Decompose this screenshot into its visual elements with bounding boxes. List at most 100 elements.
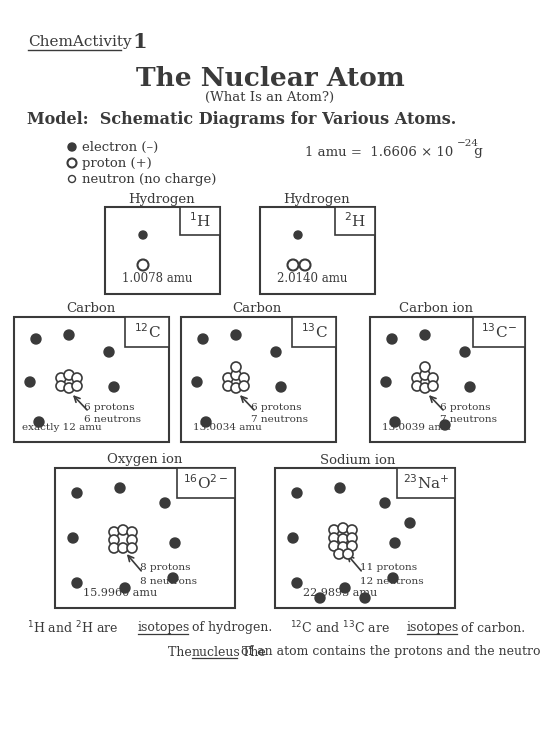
Circle shape — [388, 573, 398, 583]
Text: nucleus: nucleus — [192, 645, 241, 659]
Circle shape — [64, 370, 74, 380]
Text: 15.9960 amu: 15.9960 amu — [83, 588, 157, 598]
Text: 1: 1 — [132, 32, 147, 52]
Circle shape — [287, 260, 299, 271]
Bar — [473, 317, 525, 347]
Circle shape — [271, 347, 281, 357]
Text: 13.0039 amu: 13.0039 amu — [382, 423, 451, 432]
Circle shape — [168, 573, 178, 583]
Circle shape — [160, 498, 170, 508]
Text: 8 protons: 8 protons — [140, 563, 191, 572]
Circle shape — [334, 549, 344, 559]
Circle shape — [127, 535, 137, 545]
Circle shape — [56, 373, 66, 383]
Bar — [370, 317, 525, 442]
Circle shape — [109, 535, 119, 545]
Circle shape — [338, 523, 348, 533]
Circle shape — [201, 417, 211, 427]
Circle shape — [381, 377, 391, 387]
Text: Hydrogen: Hydrogen — [129, 193, 195, 207]
Text: 8 neutrons: 8 neutrons — [140, 577, 197, 586]
Text: 13.0034 amu: 13.0034 amu — [193, 423, 262, 432]
Circle shape — [420, 330, 430, 340]
Text: isotopes: isotopes — [138, 621, 190, 635]
Circle shape — [72, 488, 82, 498]
Bar — [335, 207, 375, 235]
Circle shape — [223, 373, 233, 383]
Circle shape — [68, 158, 77, 168]
Circle shape — [109, 543, 119, 553]
Circle shape — [139, 231, 147, 239]
Text: 6 protons: 6 protons — [251, 403, 301, 412]
Circle shape — [420, 370, 430, 380]
Text: 12 neutrons: 12 neutrons — [360, 577, 423, 586]
Text: Carbon: Carbon — [232, 301, 282, 315]
Circle shape — [390, 538, 400, 548]
Bar — [181, 317, 336, 442]
Circle shape — [72, 373, 82, 383]
Circle shape — [412, 381, 422, 391]
Text: $^{23}$Na$^{+}$: $^{23}$Na$^{+}$ — [403, 474, 449, 492]
Circle shape — [288, 533, 298, 543]
Circle shape — [347, 533, 357, 543]
Circle shape — [223, 381, 233, 391]
Circle shape — [347, 541, 357, 551]
Text: electron (–): electron (–) — [82, 140, 158, 154]
Circle shape — [390, 417, 400, 427]
Circle shape — [109, 527, 119, 537]
Circle shape — [68, 143, 76, 151]
Text: (What Is an Atom?): (What Is an Atom?) — [205, 90, 335, 104]
Text: −24: −24 — [457, 140, 479, 148]
Bar — [55, 468, 235, 608]
Bar — [275, 468, 455, 608]
Text: ChemActivity: ChemActivity — [28, 35, 132, 49]
Text: $^{12}$C: $^{12}$C — [133, 323, 160, 342]
Text: $^{13}$C: $^{13}$C — [301, 323, 327, 342]
Text: proton (+): proton (+) — [82, 157, 152, 169]
Circle shape — [118, 525, 128, 535]
Circle shape — [170, 538, 180, 548]
Circle shape — [198, 334, 208, 344]
Circle shape — [380, 498, 390, 508]
Text: exactly 12 amu: exactly 12 amu — [22, 423, 102, 432]
Text: Carbon: Carbon — [66, 301, 116, 315]
Text: $^{13}$C$^{-}$: $^{13}$C$^{-}$ — [481, 323, 517, 342]
Text: 11 protons: 11 protons — [360, 563, 417, 572]
Text: Carbon ion: Carbon ion — [399, 301, 473, 315]
Circle shape — [239, 381, 249, 391]
Circle shape — [68, 533, 78, 543]
Text: 1 amu =  1.6606 × 10: 1 amu = 1.6606 × 10 — [305, 145, 453, 158]
Text: The: The — [168, 645, 195, 659]
Circle shape — [64, 383, 74, 393]
Circle shape — [343, 549, 353, 559]
Text: of an atom contains the protons and the neutrons.: of an atom contains the protons and the … — [237, 645, 540, 659]
Circle shape — [118, 543, 128, 553]
Text: Sodium ion: Sodium ion — [320, 454, 396, 466]
Text: 7 neutrons: 7 neutrons — [251, 416, 308, 424]
Circle shape — [420, 383, 430, 393]
Circle shape — [440, 420, 450, 430]
Bar — [397, 468, 455, 498]
Circle shape — [276, 382, 286, 392]
Circle shape — [329, 525, 339, 535]
Bar — [292, 317, 336, 347]
Circle shape — [338, 542, 348, 552]
Circle shape — [338, 534, 348, 544]
Text: 2.0140 amu: 2.0140 amu — [277, 272, 347, 285]
Circle shape — [72, 381, 82, 391]
Circle shape — [127, 527, 137, 537]
Circle shape — [405, 518, 415, 528]
Circle shape — [428, 381, 438, 391]
Bar — [14, 317, 169, 442]
Circle shape — [69, 175, 76, 183]
Text: of carbon.: of carbon. — [457, 621, 525, 635]
Text: 6 protons: 6 protons — [440, 403, 490, 412]
Text: $^{12}$C and $^{13}$C are: $^{12}$C and $^{13}$C are — [290, 620, 390, 636]
Text: Model:  Schematic Diagrams for Various Atoms.: Model: Schematic Diagrams for Various At… — [27, 111, 456, 128]
Text: 6 protons: 6 protons — [84, 403, 134, 412]
Circle shape — [340, 583, 350, 593]
Text: $^{2}$H: $^{2}$H — [344, 212, 366, 231]
Circle shape — [25, 377, 35, 387]
Circle shape — [231, 362, 241, 372]
Text: 6 neutrons: 6 neutrons — [84, 416, 141, 424]
